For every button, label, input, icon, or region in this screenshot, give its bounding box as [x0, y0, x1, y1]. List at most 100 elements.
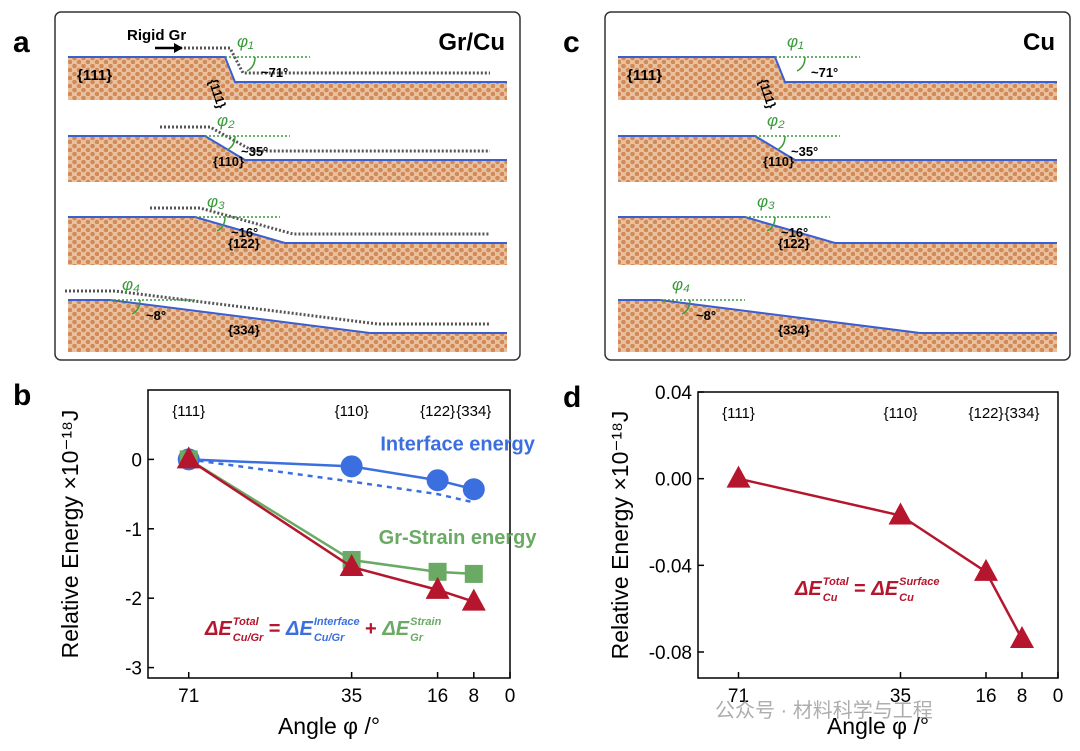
x-tick-label: 0 — [505, 686, 516, 707]
phi-label: φ₃ — [757, 192, 775, 211]
legend-label: Interface energy — [380, 433, 535, 455]
equation-sup: Interface — [314, 616, 360, 628]
marker — [462, 478, 485, 501]
angle-arc — [796, 56, 806, 72]
y-tick-label: -2 — [125, 589, 142, 610]
marker — [425, 576, 450, 599]
equation-term: ΔE — [381, 618, 409, 640]
angle-arc — [681, 299, 691, 315]
equation-term: ΔE — [204, 618, 232, 640]
surface-line — [68, 216, 507, 244]
equation-term: = — [854, 578, 866, 600]
facet-label: {110} — [884, 405, 918, 422]
angle-arc — [246, 56, 256, 72]
angle-label: ~35° — [241, 144, 268, 159]
facet-label: {122} — [420, 403, 455, 420]
watermark: 公众号 · 材料科学与工程 — [715, 699, 933, 722]
equation-sup: Total — [233, 616, 260, 628]
surface-line — [618, 56, 1057, 83]
phi-label: φ₁ — [787, 32, 803, 51]
series-line — [188, 458, 475, 603]
x-axis-label: Angle φ /° — [278, 713, 380, 739]
marker — [464, 564, 483, 583]
phi-label: φ₂ — [217, 111, 235, 130]
surface-line — [68, 299, 507, 334]
phi-label: φ₄ — [672, 275, 690, 294]
angle-label: ~8° — [146, 308, 166, 323]
facet-label: {111} — [722, 405, 755, 422]
graphene — [150, 206, 490, 236]
copper-slab — [618, 136, 1057, 182]
facet-label: {334} — [228, 323, 260, 338]
graphene — [160, 125, 490, 153]
equation-term: = — [268, 618, 280, 640]
panel-letter: a — [13, 26, 30, 59]
y-tick-label: -3 — [125, 659, 142, 680]
facet-label: {122} — [228, 236, 260, 251]
angle-label: ~35° — [791, 144, 818, 159]
angle-label: ~71° — [811, 65, 838, 80]
copper-slab — [68, 57, 507, 100]
x-tick-label: 35 — [890, 686, 911, 707]
y-axis-label: Relative Energy ×10⁻¹⁸J — [607, 411, 633, 660]
x-tick-label: 16 — [427, 686, 448, 707]
marker — [726, 465, 751, 488]
copper-slab — [618, 217, 1057, 265]
series-line — [188, 458, 474, 576]
equation-sub: Cu/Gr — [314, 632, 345, 644]
series-line — [738, 477, 1024, 640]
facet-label: {334} — [1004, 405, 1039, 422]
equation-sub: Gr — [410, 632, 424, 644]
x-tick-label: 8 — [1017, 686, 1028, 707]
marker — [888, 502, 913, 525]
equation-term: ΔE — [870, 578, 898, 600]
equation-term: + — [365, 618, 377, 640]
marker — [339, 553, 364, 576]
angle-label: ~16° — [781, 225, 808, 240]
equation-sub: Cu/Gr — [233, 632, 264, 644]
marker — [461, 588, 486, 611]
copper-slab — [68, 136, 507, 182]
angle-arc — [226, 135, 236, 151]
series-line — [188, 458, 475, 491]
x-tick-label: 0 — [1053, 686, 1064, 707]
graphene — [65, 289, 490, 326]
facet-label: {122} — [778, 236, 810, 251]
y-axis-label: Relative Energy ×10⁻¹⁸J — [57, 410, 83, 659]
equation-sup: Strain — [410, 616, 441, 628]
angle-arc — [216, 216, 226, 232]
top-facet: {111} — [77, 67, 112, 84]
panel-letter: d — [563, 381, 581, 414]
equation-sup: Surface — [899, 576, 939, 588]
copper-slab — [618, 57, 1057, 100]
legend-label: Gr-Strain energy — [379, 527, 538, 549]
series-line — [188, 458, 475, 504]
surface-line — [618, 299, 1057, 334]
panel-letter: c — [563, 26, 580, 59]
marker — [974, 558, 998, 581]
surface-line — [68, 135, 507, 161]
angle-arc — [776, 135, 786, 151]
x-tick-label: 71 — [178, 686, 199, 707]
panel-title: Gr/Cu — [438, 29, 505, 56]
y-tick-label: -0.04 — [649, 556, 693, 577]
surface-line — [68, 56, 507, 83]
x-tick-label: 8 — [469, 686, 480, 707]
facet-label: {110} — [213, 154, 244, 169]
rigid-label: Rigid Gr — [127, 27, 186, 44]
facet-label: {110} — [763, 154, 794, 169]
y-tick-label: 0.00 — [655, 470, 692, 491]
phi-label: φ₄ — [122, 275, 140, 294]
y-tick-label: 0 — [131, 450, 142, 471]
angle-label: ~16° — [231, 225, 258, 240]
x-tick-label: 16 — [975, 686, 996, 707]
plot-frame — [697, 391, 1059, 679]
phi-label: φ₂ — [767, 111, 785, 130]
y-tick-label: 0.04 — [655, 383, 692, 404]
copper-slab — [68, 300, 507, 352]
angle-arc — [766, 216, 776, 232]
phi-label: φ₃ — [207, 192, 225, 211]
angle-label: ~71° — [261, 65, 288, 80]
y-tick-label: -1 — [125, 520, 142, 541]
